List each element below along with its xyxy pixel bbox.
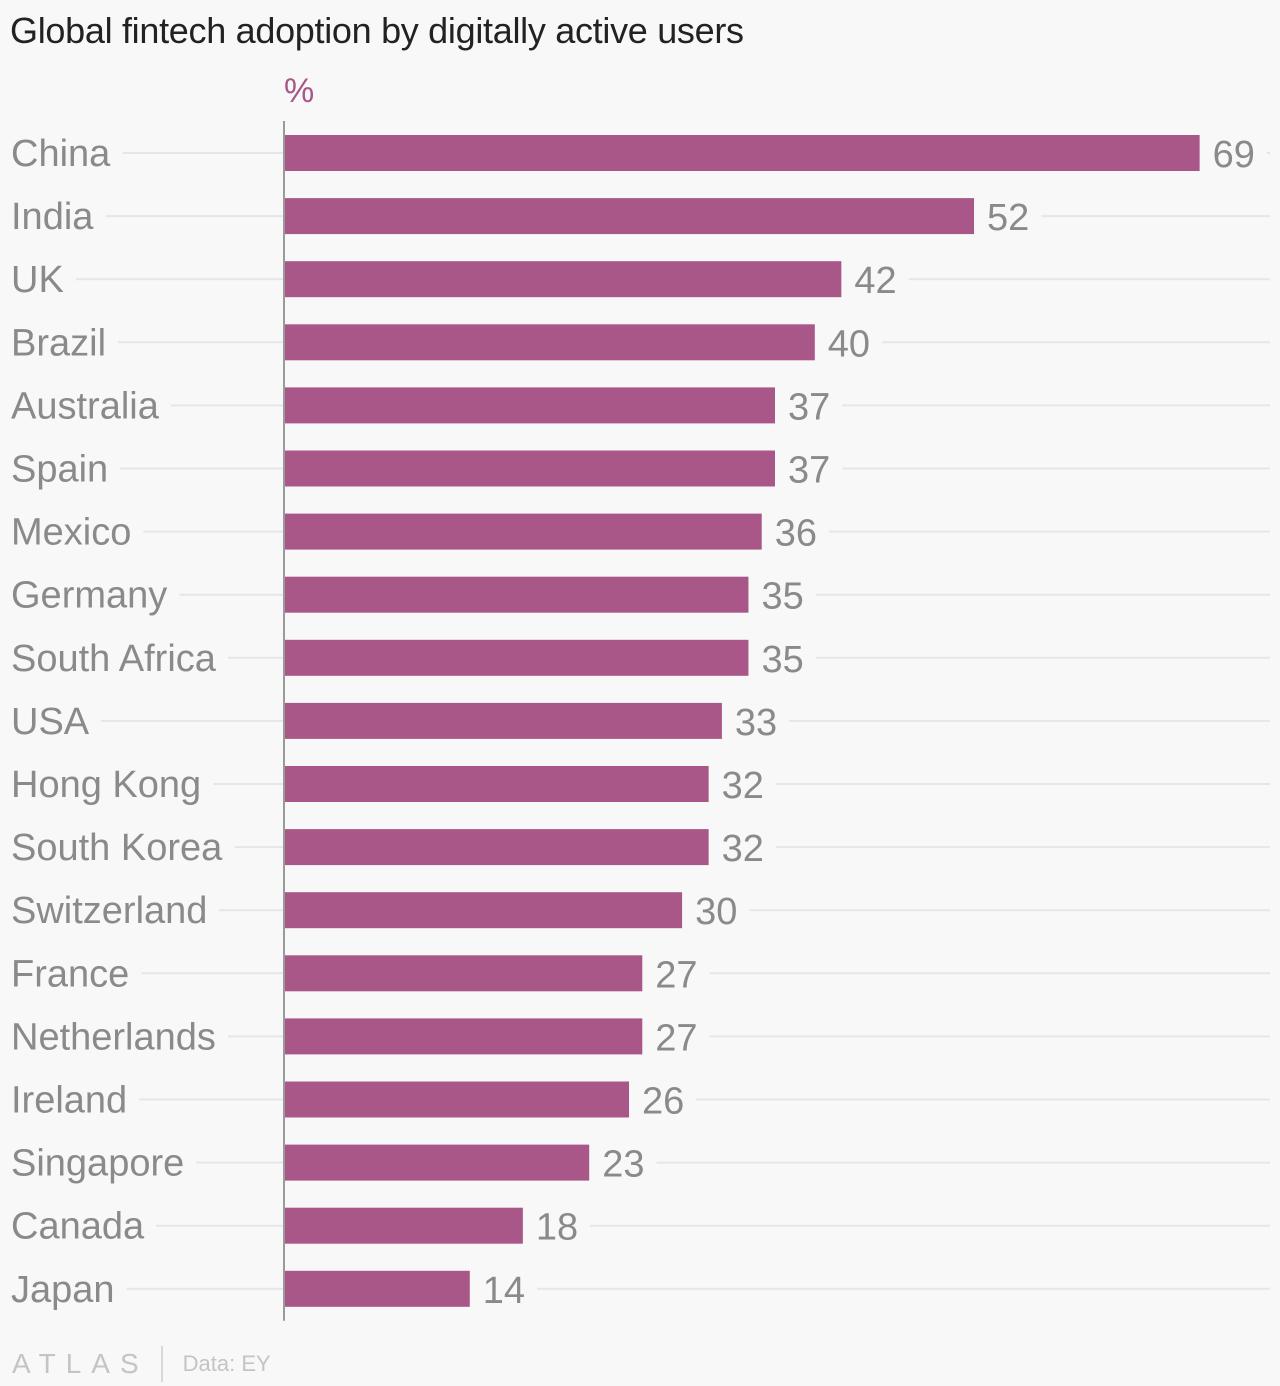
bar-singapore <box>284 1144 590 1181</box>
category-label-india: India <box>11 196 94 238</box>
category-labels: China India UK Brazil Australia Spain Mexico Ge… <box>11 133 223 1311</box>
bar-south-korea <box>284 829 709 866</box>
source-note: Data: EY <box>182 1351 271 1376</box>
bar-chart: % China India UK Brazil Australia Spain Mexico… <box>11 72 1270 1321</box>
category-label-japan: Japan <box>11 1269 115 1311</box>
footer: ATLAS Data: EY <box>12 1344 271 1384</box>
bar-germany <box>284 576 749 613</box>
bar-canada <box>284 1207 523 1244</box>
bar-china <box>284 135 1200 171</box>
bar-south-africa <box>284 639 749 676</box>
category-label-singapore: Singapore <box>11 1143 184 1185</box>
atlas-logo: ATLAS <box>12 1348 149 1379</box>
category-label-south-africa: South Africa <box>11 638 217 680</box>
category-label-uk: UK <box>11 259 64 301</box>
value-label-south-korea: 32 <box>722 828 764 870</box>
category-label-usa: USA <box>11 701 90 743</box>
category-label-australia: Australia <box>11 385 160 427</box>
bar-mexico <box>284 513 762 550</box>
value-label-brazil: 40 <box>828 323 870 365</box>
bar-brazil <box>284 324 815 361</box>
value-label-mexico: 36 <box>775 513 817 555</box>
value-label-japan: 14 <box>483 1270 525 1312</box>
value-label-germany: 35 <box>761 576 803 618</box>
gridlines <box>75 152 1270 1290</box>
value-label-australia: 37 <box>788 386 830 428</box>
category-label-spain: Spain <box>11 449 108 491</box>
value-label-singapore: 23 <box>602 1144 644 1186</box>
category-label-switzerland: Switzerland <box>11 890 207 932</box>
bar-australia <box>284 387 775 424</box>
footer-divider <box>160 1346 163 1382</box>
bar-usa <box>284 702 722 739</box>
value-label-spain: 37 <box>788 450 830 492</box>
category-label-netherlands: Netherlands <box>11 1016 216 1058</box>
category-label-hong-kong: Hong Kong <box>11 764 201 806</box>
value-label-hong-kong: 32 <box>722 765 764 807</box>
bar-netherlands <box>284 1018 643 1055</box>
category-label-south-korea: South Korea <box>11 827 223 869</box>
chart-title: Global fintech adoption by digitally act… <box>10 10 744 51</box>
bar-switzerland <box>284 892 683 929</box>
value-label-china: 69 <box>1213 134 1255 176</box>
value-label-usa: 33 <box>735 702 777 744</box>
category-label-brazil: Brazil <box>11 322 106 364</box>
bar-india <box>284 198 975 235</box>
value-label-ireland: 26 <box>642 1081 684 1123</box>
value-label-canada: 18 <box>536 1207 578 1249</box>
bar-ireland <box>284 1081 630 1118</box>
category-label-canada: Canada <box>11 1206 145 1248</box>
category-label-mexico: Mexico <box>11 512 131 554</box>
category-label-ireland: Ireland <box>11 1080 127 1122</box>
category-label-china: China <box>11 133 111 175</box>
category-label-germany: Germany <box>11 575 167 617</box>
bars <box>284 135 1200 1307</box>
value-label-south-africa: 35 <box>761 639 803 681</box>
bar-uk <box>284 261 842 298</box>
value-label-uk: 42 <box>854 260 896 302</box>
value-label-netherlands: 27 <box>655 1017 697 1059</box>
bar-hong-kong <box>284 766 709 802</box>
value-label-india: 52 <box>987 197 1029 239</box>
bar-japan <box>284 1270 470 1307</box>
value-label-france: 27 <box>655 954 697 996</box>
unit-label: % <box>284 72 314 110</box>
category-label-france: France <box>11 953 129 995</box>
bar-france <box>284 955 643 992</box>
bar-spain <box>284 450 775 487</box>
value-label-switzerland: 30 <box>695 891 737 933</box>
value-labels: 69 52 42 40 37 37 36 35 35 33 32 32 30 27 27 26 23 18 14 <box>483 134 1255 1312</box>
